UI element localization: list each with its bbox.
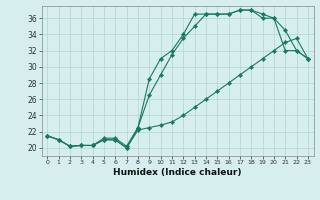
X-axis label: Humidex (Indice chaleur): Humidex (Indice chaleur) [113,168,242,177]
